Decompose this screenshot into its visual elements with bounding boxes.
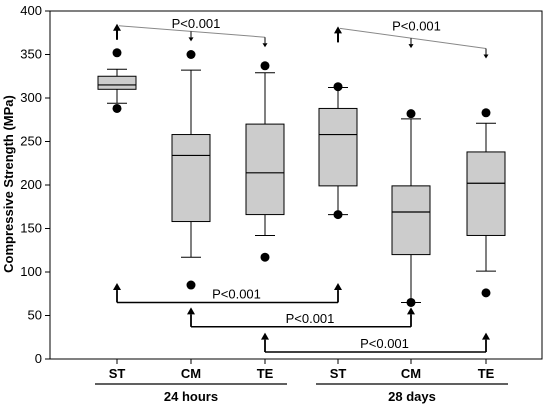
x-axis: ST CM TE 24 hours ST CM TE 28 days [95, 359, 508, 404]
arrowhead-down [188, 37, 194, 42]
box-iqr [318, 107, 358, 187]
box-iqr [245, 123, 285, 216]
significance-annotation-2: P<0.001 [334, 18, 489, 59]
arrowhead-down [262, 43, 268, 48]
group-label: 28 days [388, 389, 436, 404]
annotation-label: P<0.001 [286, 311, 335, 326]
outlier-point [406, 109, 416, 119]
annotation-line [339, 27, 487, 49]
group-label: 24 hours [164, 389, 218, 404]
box-cm-24h [171, 50, 211, 290]
annotation-label: P<0.001 [212, 286, 261, 301]
arrowhead-up [334, 283, 342, 291]
arrowhead-down [408, 44, 414, 49]
box-iqr [391, 185, 431, 256]
x-category-label: TE [478, 366, 495, 381]
x-category-label: TE [257, 366, 274, 381]
arrowhead-up [187, 307, 195, 315]
annotation-label: P<0.001 [360, 336, 409, 351]
box-series [97, 48, 506, 307]
outlier-point [406, 297, 416, 307]
box-cm-28d [391, 109, 431, 307]
y-tick-label: 350 [20, 47, 42, 62]
box-iqr [466, 151, 506, 236]
y-tick-label: 50 [28, 308, 42, 323]
annotation-label: P<0.001 [392, 18, 441, 33]
x-category-label: ST [109, 366, 126, 381]
y-tick-label: 250 [20, 134, 42, 149]
x-category-label: CM [181, 366, 201, 381]
arrowhead-down [483, 54, 489, 59]
outlier-point [260, 252, 270, 262]
y-axis-title: Compressive Strength (MPa) [1, 95, 16, 273]
box-iqr [171, 134, 211, 223]
outlier-point [186, 280, 196, 290]
significance-annotation-3: P<0.001 [113, 283, 342, 304]
arrowhead-up [334, 26, 342, 34]
box-te-28d [466, 108, 506, 298]
outlier-point [481, 108, 491, 118]
y-tick-label: 0 [35, 351, 42, 366]
arrowhead-up [113, 23, 121, 31]
arrowhead-up [407, 307, 415, 315]
arrowhead-up [113, 283, 121, 291]
box-st-28d [318, 82, 358, 220]
outlier-point [112, 48, 122, 58]
outlier-point [260, 61, 270, 71]
y-tick-label: 400 [20, 3, 42, 18]
significance-annotation-1: P<0.001 [113, 16, 268, 48]
outlier-point [112, 103, 122, 113]
significance-annotations: P<0.001 P<0.001 P<0.001 P<0.001 P<0.001 [113, 16, 490, 353]
y-tick-label: 200 [20, 177, 42, 192]
outlier-point [333, 82, 343, 92]
annotation-line [118, 25, 266, 38]
annotation-label: P<0.001 [172, 16, 221, 31]
x-category-label: CM [401, 366, 421, 381]
box-st-24h [97, 48, 137, 113]
outlier-point [333, 210, 343, 220]
box-te-24h [245, 61, 285, 262]
arrowhead-up [482, 332, 490, 340]
significance-annotation-4: P<0.001 [187, 307, 415, 328]
arrowhead-up [261, 332, 269, 340]
significance-annotation-5: P<0.001 [261, 332, 490, 353]
x-category-label: ST [330, 366, 347, 381]
y-tick-label: 300 [20, 90, 42, 105]
box-iqr [97, 75, 137, 90]
y-tick-label: 100 [20, 264, 42, 279]
y-axis: 0 50 100 150 200 250 300 350 400 [20, 3, 50, 366]
outlier-point [186, 50, 196, 59]
y-tick-label: 150 [20, 221, 42, 236]
outlier-point [481, 288, 491, 298]
